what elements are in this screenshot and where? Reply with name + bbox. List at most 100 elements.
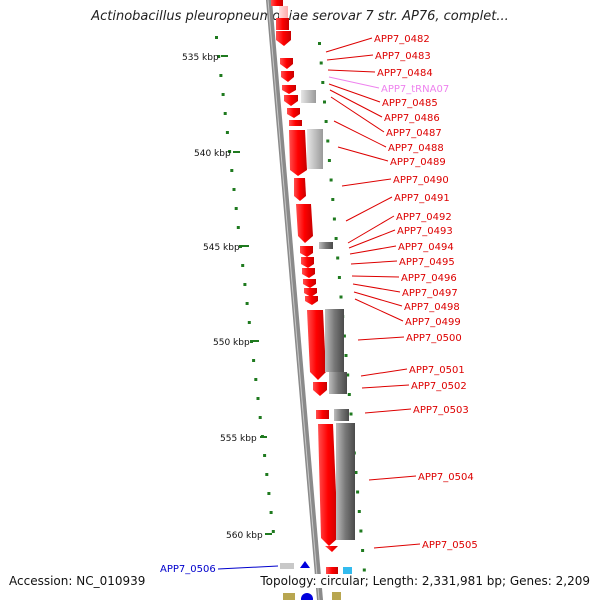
- scale-major-tick: [252, 340, 259, 342]
- gene-feature: [276, 18, 289, 30]
- gene-feature: [276, 31, 291, 46]
- scale-minor-tick: [236, 226, 240, 229]
- scale-label: 560 kbp: [226, 531, 263, 541]
- gene-label: APP7_0486: [384, 113, 440, 124]
- gene-label: APP7_0484: [377, 68, 433, 79]
- gray-feature: [319, 242, 333, 249]
- gene-feature: [279, 6, 288, 18]
- scale-minor-tick: [337, 276, 341, 279]
- gene-feature: [281, 71, 294, 82]
- scale-minor-tick: [263, 454, 267, 457]
- scale-minor-tick: [329, 178, 333, 182]
- scale-label: 555 kbp: [220, 434, 257, 444]
- scale-label: 550 kbp: [213, 338, 250, 348]
- label-leaders: [217, 37, 421, 570]
- scale-minor-tick: [361, 549, 365, 552]
- leader-line: [326, 54, 374, 61]
- leader-line: [351, 275, 400, 278]
- gray-features: [301, 90, 355, 540]
- leader-line: [330, 96, 385, 133]
- scale-minor-tick: [252, 359, 256, 362]
- gene-label: APP7_0487: [386, 128, 442, 139]
- gene-label: APP7_0495: [399, 257, 455, 268]
- scale-labels: 535 kbp 540 kbp 545 kbp 550 kbp 555 kbp …: [182, 53, 263, 541]
- gene-label: APP7_0494: [398, 242, 454, 253]
- scale-minor-tick: [336, 256, 340, 260]
- scale-minor-tick: [215, 36, 218, 39]
- leader-line: [364, 408, 412, 414]
- scale-minor-tick: [269, 511, 273, 514]
- gene-label: APP7_0502: [411, 381, 467, 392]
- scale-minor-tick: [332, 217, 336, 221]
- scale-minor-tick: [245, 302, 249, 305]
- gene-feature: [316, 410, 329, 419]
- scale-minor-tick: [347, 393, 351, 396]
- scale-label: 540 kbp: [194, 149, 231, 159]
- olive-feature: [283, 593, 295, 600]
- scale-major-tick: [221, 55, 228, 57]
- gene-feature: [318, 424, 338, 546]
- scale-minor-tick: [256, 397, 260, 400]
- scale-minor-tick: [267, 492, 271, 495]
- gene-label: APP7_0498: [404, 302, 460, 313]
- scale-minor-tick: [228, 150, 232, 153]
- scale-minor-tick: [250, 340, 253, 343]
- leader-line: [337, 146, 389, 162]
- accession-text: Accession: NC_010939: [9, 574, 146, 588]
- scale-minor-tick: [217, 55, 221, 58]
- gray-feature: [280, 563, 294, 569]
- scale-minor-tick: [334, 237, 338, 240]
- gray-feature: [334, 409, 349, 421]
- gene-feature: [294, 178, 306, 201]
- gene-label: APP7_0501: [409, 365, 465, 376]
- gene-feature: [305, 296, 318, 305]
- leader-line: [345, 196, 393, 222]
- scale-minor-tick: [265, 473, 269, 476]
- gene-label: APP7_0485: [382, 98, 438, 109]
- scale-minor-tick: [247, 321, 251, 324]
- leader-line: [368, 475, 417, 481]
- gene-label: APP7_0490: [393, 175, 449, 186]
- leader-line: [328, 83, 381, 103]
- gene-label: APP7_0482: [374, 34, 430, 45]
- leader-line: [353, 291, 403, 307]
- scale-minor-tick: [219, 74, 223, 77]
- gene-feature: [289, 120, 302, 126]
- scale-minor-tick: [321, 81, 325, 84]
- gene-feature: [307, 310, 326, 380]
- scale-major-tick: [233, 151, 240, 153]
- gene-label: APP7_0483: [375, 51, 431, 62]
- gene-feature: [303, 279, 316, 288]
- scale-minor-tick: [243, 283, 247, 286]
- scale-minor-tick: [230, 169, 234, 172]
- gene-feature: [282, 85, 296, 94]
- scale-minor-tick: [239, 245, 242, 248]
- gene-label: APP7_0504: [418, 472, 474, 483]
- scale-minor-tick: [326, 139, 330, 143]
- gene-feature: [284, 95, 298, 106]
- leader-line: [373, 543, 421, 549]
- leader-line: [360, 368, 408, 377]
- scale-ticks-outer: [215, 36, 275, 533]
- gene-feature: [271, 0, 283, 6]
- gene-feature: [280, 58, 293, 69]
- gene-label: APP7_0489: [390, 157, 446, 168]
- scale-minor-tick: [318, 42, 321, 45]
- scale-minor-tick: [344, 354, 348, 357]
- scale-minor-tick: [342, 334, 346, 338]
- leader-line: [333, 120, 387, 148]
- gray-feature: [307, 129, 323, 169]
- scale-minor-tick: [356, 490, 360, 494]
- gray-feature: [301, 90, 316, 103]
- scale-label: 535 kbp: [182, 53, 219, 63]
- scale-major-tick: [260, 436, 267, 438]
- gene-labels: APP7_0482 APP7_0483 APP7_0484 APP7_tRNA0…: [160, 34, 478, 575]
- genome-summary-text: Topology: circular; Length: 2,331,981 bp…: [260, 574, 590, 588]
- gene-label: APP7_0493: [397, 226, 453, 237]
- gene-label: APP7_0505: [422, 540, 478, 551]
- scale-minor-tick: [234, 207, 238, 210]
- scale-minor-tick: [241, 264, 245, 267]
- blue-feature: [301, 593, 313, 600]
- gene-label: APP7_0499: [405, 317, 461, 328]
